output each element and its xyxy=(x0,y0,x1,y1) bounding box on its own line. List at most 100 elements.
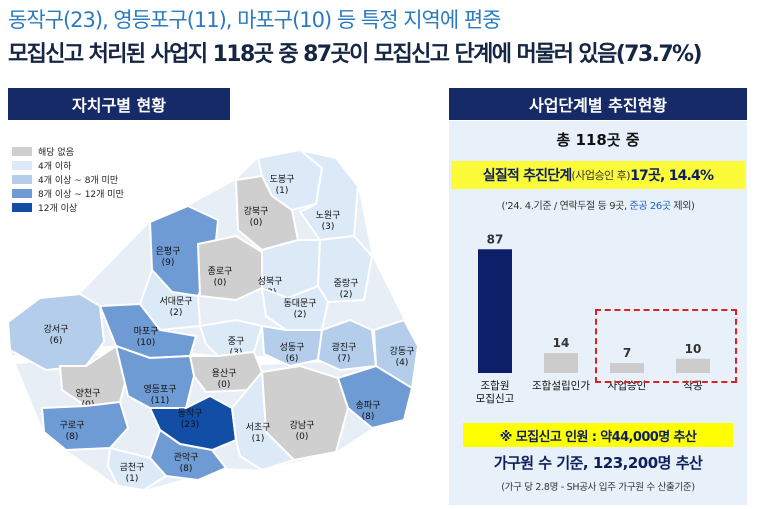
district-name: 구로구 xyxy=(60,420,85,431)
note-suffix: 제외) xyxy=(670,201,695,212)
district-count: (6) xyxy=(286,354,299,364)
legend-swatch xyxy=(12,202,32,212)
headline-line1: 동작구(23), 영등포구(11), 마포구(10) 등 특정 지역에 편중 xyxy=(8,8,501,32)
legend-item: 해당 없음 xyxy=(12,144,124,158)
legend-label: 12개 이상 xyxy=(38,203,78,214)
district-name: 서대문구 xyxy=(159,296,192,307)
district-shape xyxy=(114,344,196,409)
legend-item: 12개 이상 xyxy=(12,200,124,214)
district-count: (6) xyxy=(50,336,63,346)
district-동대문구: 동대문구(2) xyxy=(260,284,330,331)
district-count: (1) xyxy=(126,474,139,484)
dashed-highlight xyxy=(595,309,737,383)
legend-item: 4개 이하 xyxy=(12,158,124,172)
bar-value: 7 xyxy=(623,346,631,360)
district-count: (9) xyxy=(162,258,175,268)
district-shape xyxy=(6,292,106,372)
legend-swatch xyxy=(12,160,32,170)
estimate-note: (가구 당 2.8명 - SH공사 입주 가구원 수 산출기준) xyxy=(501,482,695,493)
bar-category: 조합설립인가 xyxy=(532,379,590,392)
district-count: (0) xyxy=(214,278,227,288)
district-종로구: 종로구(0) xyxy=(196,234,263,302)
bar-value: 10 xyxy=(685,342,702,356)
district-name: 은평구 xyxy=(156,246,181,257)
district-count: (23) xyxy=(181,420,199,430)
district-count: (10) xyxy=(137,338,155,348)
district-name: 도봉구 xyxy=(270,174,295,185)
district-name: 강동구 xyxy=(390,346,415,357)
district-name: 강서구 xyxy=(44,324,69,335)
district-중랑구: 중랑구(2) xyxy=(316,234,374,304)
legend-item: 8개 이상 ~ 12개 미만 xyxy=(12,186,124,200)
district-금천구: 금천구(1) xyxy=(106,446,168,492)
map-legend: 해당 없음 4개 이하 4개 이상 ~ 8개 미만 8개 이상 ~ 12개 미만 12개… xyxy=(12,144,124,214)
bar xyxy=(610,363,644,373)
district-name: 양천구 xyxy=(76,388,101,399)
headline-line2: 모집신고 처리된 사업지 118곳 중 87곳이 모집신고 단계에 머물러 있음… xyxy=(8,42,703,67)
basis-note: ('24. 4.기준 / 연락두절 등 9곳, 준공 26곳 제외) xyxy=(449,197,747,212)
district-count: (7) xyxy=(338,354,351,364)
legend-label: 4개 이하 xyxy=(38,161,72,172)
district-shape xyxy=(234,174,300,252)
stage-panel: 총 118곳 중 실질적 추진단계 (사업승인 후) 17곳, 14.4% ('2… xyxy=(449,121,747,505)
district-송파구: 송파구(8) xyxy=(336,364,414,430)
district-shape xyxy=(336,364,414,430)
bar-value: 14 xyxy=(553,336,570,350)
district-count: (2) xyxy=(294,310,307,320)
district-name: 금천구 xyxy=(120,462,145,473)
district-shape xyxy=(260,284,330,331)
highlight-box: 실질적 추진단계 (사업승인 후) 17곳, 14.4% xyxy=(451,161,745,189)
district-count: (8) xyxy=(180,464,193,474)
legend-label: 해당 없음 xyxy=(38,147,74,158)
district-name: 성동구 xyxy=(280,342,305,353)
district-count: (11) xyxy=(151,396,169,406)
highlight-main: 실질적 추진단계 xyxy=(482,168,572,184)
district-count: (0) xyxy=(250,218,263,228)
legend-swatch xyxy=(12,174,32,184)
district-name: 송파구 xyxy=(356,400,381,411)
district-서초구: 서초구(1) xyxy=(230,369,296,472)
district-shape xyxy=(58,344,130,408)
district-name: 노원구 xyxy=(316,210,341,221)
bar-value: 87 xyxy=(487,232,504,246)
total-text: 총 118곳 중 xyxy=(556,131,640,149)
district-name: 광진구 xyxy=(332,341,357,353)
district-count: (1) xyxy=(276,186,289,196)
district-count: (2) xyxy=(170,308,183,318)
bar xyxy=(676,358,710,373)
district-name: 중랑구 xyxy=(334,277,359,289)
district-name: 마포구 xyxy=(134,326,159,337)
highlight-small: (사업승인 후) xyxy=(571,169,631,182)
district-용산구: 용산구(0) xyxy=(188,350,264,394)
district-name: 종로구 xyxy=(208,266,233,277)
stage-banner: 사업단계별 추진현황 xyxy=(449,88,747,120)
legend-item: 4개 이상 ~ 8개 미만 xyxy=(12,172,124,186)
district-강북구: 강북구(0) xyxy=(234,174,300,252)
note-prefix: ('24. 4.기준 / 연락두절 등 9곳, xyxy=(501,201,630,212)
district-count: (8) xyxy=(362,412,375,422)
district-count: (1) xyxy=(252,434,265,444)
district-shape xyxy=(106,446,168,492)
legend-label: 4개 이상 ~ 8개 미만 xyxy=(38,175,119,186)
district-name: 영등포구 xyxy=(143,384,176,395)
district-영등포구: 영등포구(11) xyxy=(114,344,196,409)
district-count: (8) xyxy=(66,432,79,442)
district-name: 관악구 xyxy=(174,451,199,463)
district-광진구: 광진구(7) xyxy=(316,318,378,372)
district-count: (3) xyxy=(322,222,335,232)
district-name: 동작구 xyxy=(178,408,203,419)
district-name: 용산구 xyxy=(212,368,237,379)
seoul-district-map: 도봉구(1)노원구(3)강북구(0)은평구(9)종로구(0)성북구(3)중랑구(… xyxy=(5,148,425,492)
map-banner: 자치구별 현황 xyxy=(8,88,230,120)
legend-swatch xyxy=(12,188,32,198)
highlight-tail: 17곳, 14.4% xyxy=(630,168,714,184)
district-count: (0) xyxy=(296,432,309,442)
district-name: 중구 xyxy=(228,336,245,347)
legend-label: 8개 이상 ~ 12개 미만 xyxy=(38,189,124,200)
district-name: 강남구 xyxy=(290,420,315,431)
district-count: (2) xyxy=(340,290,353,300)
district-name: 서초구 xyxy=(246,422,271,433)
note-blue: 준공 26곳 xyxy=(629,201,672,212)
district-name: 성북구 xyxy=(258,276,283,287)
